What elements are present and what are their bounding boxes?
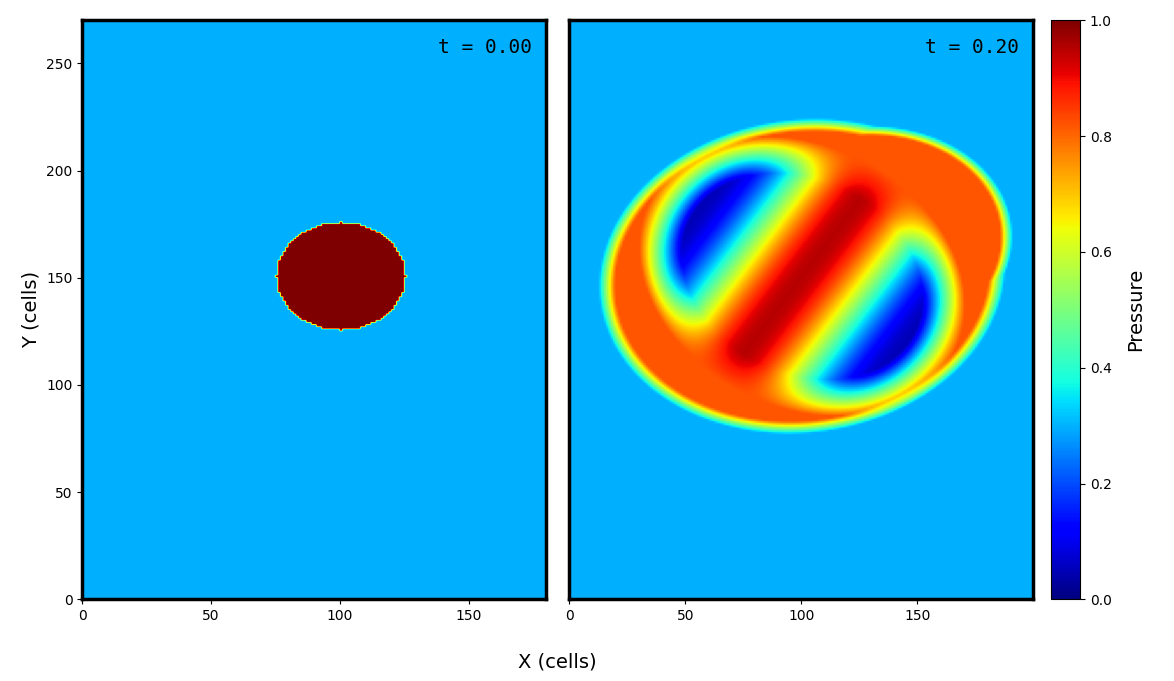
Text: t = 0.20: t = 0.20 bbox=[925, 38, 1019, 57]
Y-axis label: Pressure: Pressure bbox=[1126, 268, 1145, 351]
Text: t = 0.00: t = 0.00 bbox=[438, 38, 532, 57]
Text: X (cells): X (cells) bbox=[519, 652, 596, 671]
Y-axis label: Y (cells): Y (cells) bbox=[21, 271, 41, 349]
